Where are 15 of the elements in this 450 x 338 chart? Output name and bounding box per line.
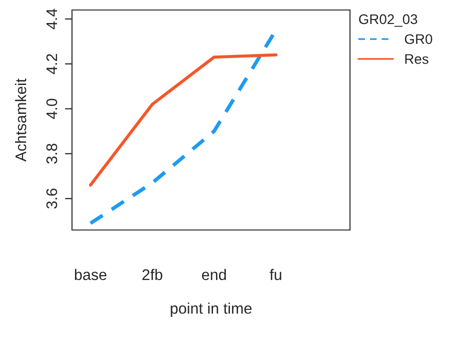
x-tick-label: base — [74, 268, 106, 280]
legend-label: Res — [405, 54, 428, 64]
y-axis-title: Achtsamkeit — [15, 78, 26, 162]
line-series — [89, 53, 278, 187]
y-tick-label: 4.2 — [46, 54, 58, 74]
x-tick-label: fu — [270, 268, 282, 280]
legend-title: GR02_03 — [359, 14, 418, 27]
x-tick-label: 2fb — [142, 268, 162, 280]
y-tick-label: 3.6 — [46, 188, 58, 209]
x-axis-title: point in time — [170, 302, 252, 317]
x-tick-label: end — [202, 268, 226, 280]
y-tick-label: 3.8 — [46, 144, 58, 164]
legend-label: GR0 — [404, 34, 432, 44]
y-tick-label: 4.0 — [46, 98, 58, 120]
y-tick-label: 4.4 — [46, 8, 58, 30]
